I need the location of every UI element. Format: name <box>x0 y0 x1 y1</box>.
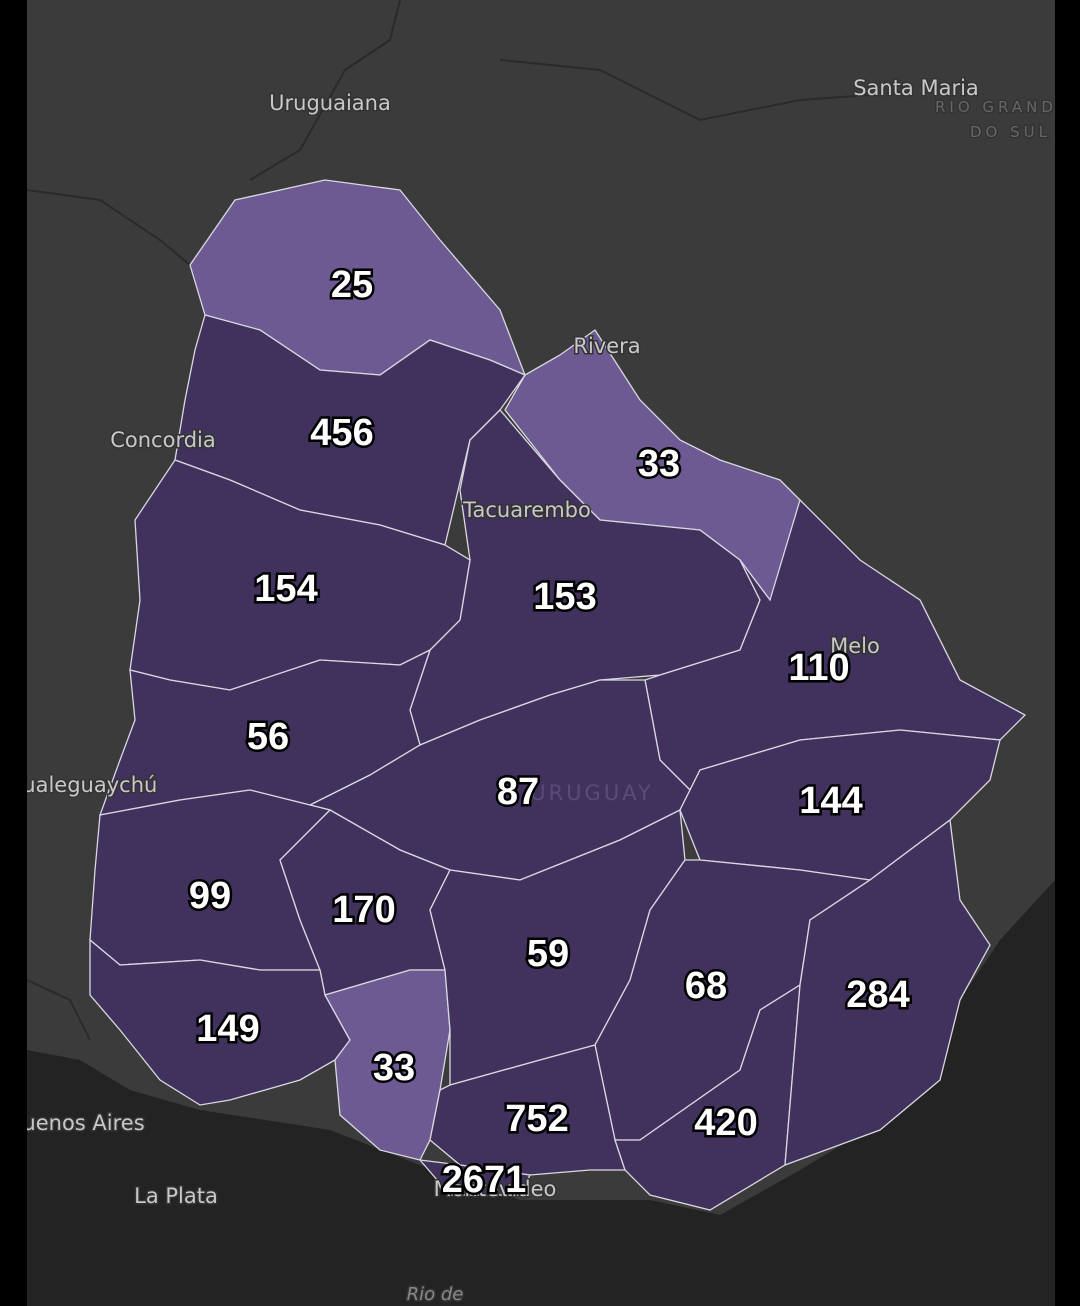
region-value: 149 <box>196 1008 259 1050</box>
region-value: 59 <box>527 933 569 975</box>
region-value: 68 <box>685 965 727 1007</box>
place-label: Rivera <box>573 334 640 358</box>
region-value: 420 <box>694 1102 757 1144</box>
region-value: 99 <box>189 875 231 917</box>
place-label: Uruguaiana <box>269 91 391 115</box>
region-value: 25 <box>331 264 373 306</box>
place-label: Concordia <box>110 428 216 452</box>
place-label: RIO GRANDE <box>935 98 1070 116</box>
region-value: 2671 <box>442 1159 527 1201</box>
region <box>418 1159 531 1196</box>
place-label: URUGUAY <box>530 781 654 805</box>
region <box>324 969 451 1161</box>
border-line <box>27 0 871 1041</box>
region-value: 752 <box>505 1098 568 1140</box>
region-value: 154 <box>254 568 317 610</box>
region-value: 284 <box>846 974 909 1016</box>
place-label: La Plata <box>134 1184 218 1208</box>
region-value: 144 <box>799 780 862 822</box>
region-value: 56 <box>247 716 289 758</box>
place-label: Tacuarembo <box>462 498 591 522</box>
place-label: DO SUL <box>970 123 1051 141</box>
region-value: 153 <box>533 576 596 618</box>
region <box>429 1044 626 1176</box>
region-value: 170 <box>332 889 395 931</box>
region <box>784 818 991 1166</box>
region-value: 33 <box>373 1047 415 1089</box>
place-label: Santa Maria <box>853 76 979 100</box>
place-label: Buenos Aires <box>8 1111 145 1135</box>
place-label: Rio de <box>407 1284 464 1305</box>
place-label: Montevideo <box>434 1177 557 1201</box>
water <box>27 880 1055 1306</box>
region-value: 110 <box>788 647 849 689</box>
region-value: 456 <box>310 412 373 454</box>
place-label: Gualeguaychú <box>6 773 157 797</box>
region-value: 87 <box>497 771 539 813</box>
place-label: Melo <box>830 634 880 658</box>
region-value: 33 <box>638 443 680 485</box>
